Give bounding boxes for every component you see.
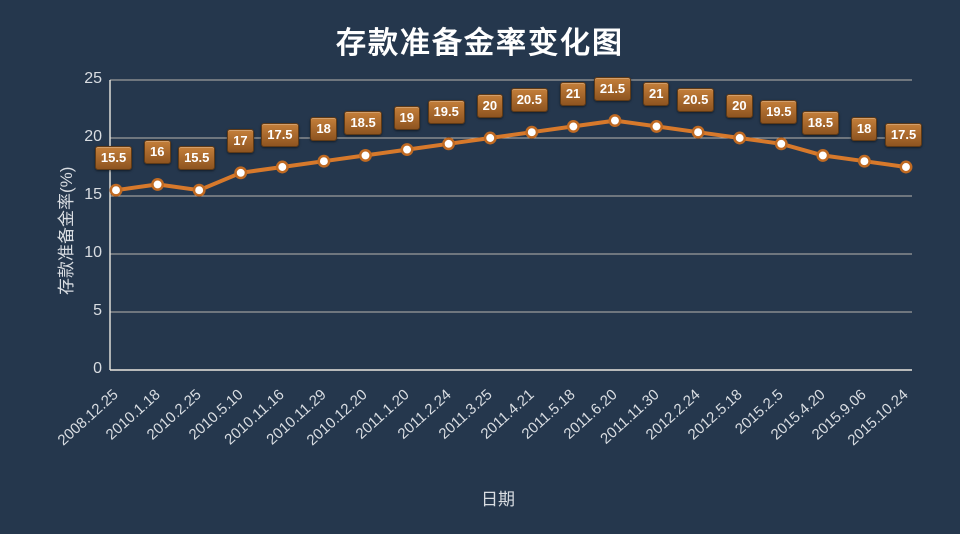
data-label: 15.5 xyxy=(178,146,215,170)
data-label: 21 xyxy=(560,82,586,106)
data-marker xyxy=(402,144,412,154)
data-label: 16 xyxy=(144,140,170,164)
data-marker xyxy=(277,162,287,172)
data-marker xyxy=(152,179,162,189)
data-marker xyxy=(901,162,911,172)
data-label: 21.5 xyxy=(594,77,631,101)
y-tick-label: 15 xyxy=(84,186,102,204)
y-tick-label: 20 xyxy=(84,128,102,146)
data-marker xyxy=(734,133,744,143)
y-tick-label: 25 xyxy=(84,70,102,88)
data-marker xyxy=(859,156,869,166)
data-label: 19.5 xyxy=(760,100,797,124)
data-label: 17.5 xyxy=(261,123,298,147)
data-marker xyxy=(651,121,661,131)
data-marker xyxy=(111,185,121,195)
reserve-ratio-chart: 存款准备金率变化图 存款准备金率(%) 日期 0510152025 2008.1… xyxy=(0,0,960,534)
data-marker xyxy=(693,127,703,137)
data-marker xyxy=(485,133,495,143)
data-label: 19 xyxy=(394,106,420,130)
data-label: 21 xyxy=(643,82,669,106)
plot-svg xyxy=(0,0,960,534)
data-label: 20 xyxy=(726,94,752,118)
data-label: 18 xyxy=(851,117,877,141)
y-tick-label: 5 xyxy=(93,302,102,320)
data-marker xyxy=(776,139,786,149)
data-label: 15.5 xyxy=(95,146,132,170)
data-label: 18.5 xyxy=(344,111,381,135)
data-label: 17 xyxy=(227,129,253,153)
data-label: 18.5 xyxy=(802,111,839,135)
series-markers xyxy=(111,115,911,195)
data-marker xyxy=(319,156,329,166)
data-marker xyxy=(443,139,453,149)
data-marker xyxy=(568,121,578,131)
data-marker xyxy=(360,150,370,160)
data-marker xyxy=(818,150,828,160)
data-label: 20 xyxy=(477,94,503,118)
data-label: 18 xyxy=(310,117,336,141)
y-tick-label: 0 xyxy=(93,360,102,378)
data-label: 17.5 xyxy=(885,123,922,147)
data-label: 19.5 xyxy=(428,100,465,124)
data-label: 20.5 xyxy=(677,88,714,112)
data-marker xyxy=(236,168,246,178)
data-marker xyxy=(527,127,537,137)
data-label: 20.5 xyxy=(511,88,548,112)
data-marker xyxy=(610,115,620,125)
data-marker xyxy=(194,185,204,195)
y-tick-label: 10 xyxy=(84,244,102,262)
